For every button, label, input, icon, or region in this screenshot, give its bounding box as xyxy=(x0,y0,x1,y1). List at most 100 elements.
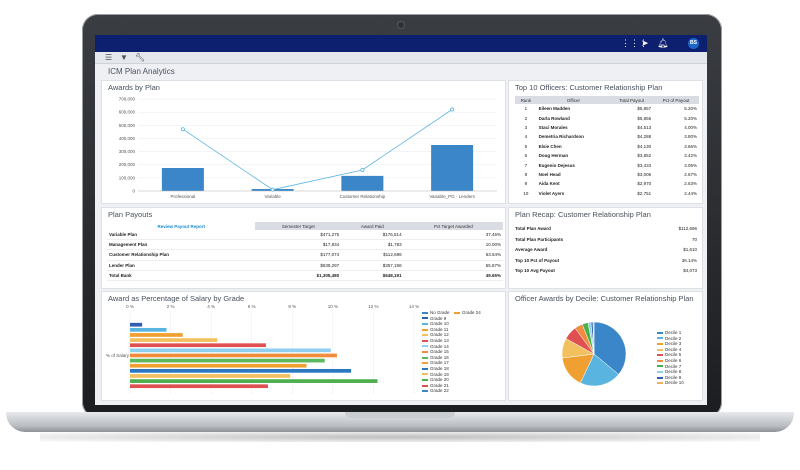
legend-item[interactable]: Decile 1 xyxy=(657,330,681,335)
table-cell: 1 xyxy=(524,106,528,112)
bar[interactable] xyxy=(130,348,331,353)
legend-swatch xyxy=(422,334,428,337)
bar[interactable] xyxy=(130,343,266,348)
legend-item[interactable]: Grade 20 xyxy=(422,377,449,382)
col-header[interactable]: Award Paid xyxy=(341,222,404,230)
legend-item[interactable]: Grade 18 xyxy=(422,366,449,371)
table-row[interactable]: 2 Darla Rowland $5,856 5.20% xyxy=(515,113,699,122)
line-point[interactable] xyxy=(450,107,455,112)
wrench-icon[interactable]: 🔧︎ xyxy=(135,53,146,62)
table-row[interactable]: 8 Noel Head $3,006 2.67% xyxy=(515,170,699,179)
legend-item[interactable]: Grade 17 xyxy=(422,360,449,365)
table-row[interactable]: 5 Elsie Chen $4,130 3.66% xyxy=(515,142,699,151)
avatar[interactable]: BS xyxy=(688,38,699,49)
table-cell: $5,857 xyxy=(637,106,652,112)
legend-item[interactable]: No Grade xyxy=(422,310,450,315)
legend-item[interactable]: Grade 16 xyxy=(422,355,449,360)
bar[interactable] xyxy=(341,175,384,191)
table-row[interactable]: Variable Plan $471,275 $176,514 37.45% xyxy=(107,230,503,241)
filter-icon[interactable]: ▼ xyxy=(120,53,128,62)
table-row[interactable]: 3 Staci Morales $4,513 4.00% xyxy=(515,123,699,132)
bar[interactable] xyxy=(130,374,291,378)
table-cell: 2.63% xyxy=(684,181,697,187)
legend-swatch xyxy=(422,328,428,331)
legend-item[interactable]: Grade 24 xyxy=(454,310,481,315)
recap-label: Total Plan Award xyxy=(515,226,551,231)
bar[interactable] xyxy=(130,338,218,342)
bell-icon[interactable]: 🔔︎ xyxy=(657,38,669,48)
legend-swatch xyxy=(657,382,663,385)
review-payout-report-link[interactable]: Review Payout Report xyxy=(107,222,256,230)
total-row[interactable]: Total Bank $1,305,480 $648,191 49.65% xyxy=(107,270,503,281)
legend-item[interactable]: Decile 10 xyxy=(657,380,684,385)
pie-slice[interactable] xyxy=(593,321,627,375)
table-cell: $2,751 xyxy=(637,190,652,196)
table-cell: 8 xyxy=(524,171,528,177)
legend-item[interactable]: Decile 3 xyxy=(657,341,681,346)
pie-slice[interactable] xyxy=(580,353,620,387)
table-row[interactable]: 1 Eileen Madden $5,857 5.20% xyxy=(515,104,699,113)
legend-item[interactable]: Decile 7 xyxy=(657,364,681,369)
col-header[interactable]: Total Payout xyxy=(610,96,654,104)
bar[interactable] xyxy=(130,327,167,332)
legend-item[interactable]: Grade 21 xyxy=(422,383,449,388)
pie-slice[interactable] xyxy=(592,321,595,355)
legend-item[interactable]: Grade 14 xyxy=(422,344,449,349)
page-title: ICM Plan Analytics xyxy=(108,67,175,76)
legend-item[interactable]: Decile 5 xyxy=(657,352,681,357)
table-row[interactable]: 7 Eugenio Dejesus $3,433 3.05% xyxy=(515,160,699,169)
legend-item[interactable]: Grade 10 xyxy=(422,321,449,326)
bar[interactable] xyxy=(130,368,352,373)
legend-item[interactable]: Grade 22 xyxy=(422,388,449,393)
col-header[interactable]: Officer xyxy=(536,96,611,104)
table-row[interactable]: 4 Demetria Richardson $4,288 3.80% xyxy=(515,132,699,141)
legend-swatch xyxy=(657,337,663,340)
col-header[interactable]: Rank xyxy=(515,96,537,104)
apps-grid-icon[interactable]: ⋮⋮⋮ xyxy=(621,38,648,48)
table-row[interactable]: Lender Plan $639,297 $357,198 55.87% xyxy=(107,260,503,271)
bar[interactable] xyxy=(130,363,307,368)
legend-item[interactable]: Decile 2 xyxy=(657,336,681,341)
legend-item[interactable]: Grade 19 xyxy=(422,372,449,377)
table-row[interactable]: 6 Doug Herman $3,852 3.42% xyxy=(515,151,699,160)
col-header[interactable]: Pct Target Awarded xyxy=(403,222,503,230)
legend-item[interactable]: Decile 9 xyxy=(657,375,681,380)
legend-item[interactable]: Grade 11 xyxy=(422,327,448,332)
legend-item[interactable]: Decile 4 xyxy=(657,347,681,352)
legend-item[interactable]: Grade 9 xyxy=(422,316,446,321)
legend-item[interactable]: Grade 13 xyxy=(422,338,449,343)
table-cell: $112,696 xyxy=(341,249,404,261)
table-cell: Staci Morales xyxy=(538,124,568,130)
bar[interactable] xyxy=(130,379,378,383)
col-header[interactable]: Pct of Payout xyxy=(653,96,699,104)
table-cell: 3.80% xyxy=(684,134,697,140)
line-point[interactable] xyxy=(360,167,365,172)
decile-chart-panel: Officer Awards by Decile: Customer Relat… xyxy=(508,291,703,401)
bar[interactable] xyxy=(130,353,337,358)
laptop-shadow xyxy=(40,432,760,442)
menu-icon[interactable]: ☰ xyxy=(105,53,113,62)
laptop-notch xyxy=(345,412,455,418)
legend-item[interactable]: Decile 8 xyxy=(657,369,681,374)
table-row[interactable]: 10 Violet Ayers $2,751 2.44% xyxy=(515,189,699,198)
bar[interactable] xyxy=(161,168,204,191)
table-row[interactable]: Customer Relationship Plan $177,074 $112,6… xyxy=(107,249,503,261)
legend-item[interactable]: Grade 12 xyxy=(422,332,449,337)
table-cell: $176,514 xyxy=(341,230,404,241)
table-row[interactable]: 9 Aida Kent $2,970 2.63% xyxy=(515,179,699,188)
bar[interactable] xyxy=(431,145,474,191)
panel-title: Award as Percentage of Salary by Grade xyxy=(108,294,245,303)
legend-item[interactable]: Decile 6 xyxy=(657,358,681,363)
col-header[interactable]: Semester Target xyxy=(255,222,342,230)
table-row[interactable]: Management Plan $17,834 $1,783 10.00% xyxy=(107,239,503,251)
bar[interactable] xyxy=(130,322,143,327)
bar[interactable] xyxy=(130,384,268,389)
bar[interactable] xyxy=(130,333,183,337)
bar[interactable] xyxy=(130,358,325,363)
legend-label: Decile 3 xyxy=(665,341,682,347)
legend-item[interactable]: Grade 15 xyxy=(422,349,449,354)
line-point[interactable] xyxy=(180,127,185,132)
table-cell: 5.20% xyxy=(684,106,697,112)
panel-title: Plan Recap: Customer Relationship Plan xyxy=(515,210,651,219)
send-icon[interactable]: ➤ xyxy=(641,38,649,48)
